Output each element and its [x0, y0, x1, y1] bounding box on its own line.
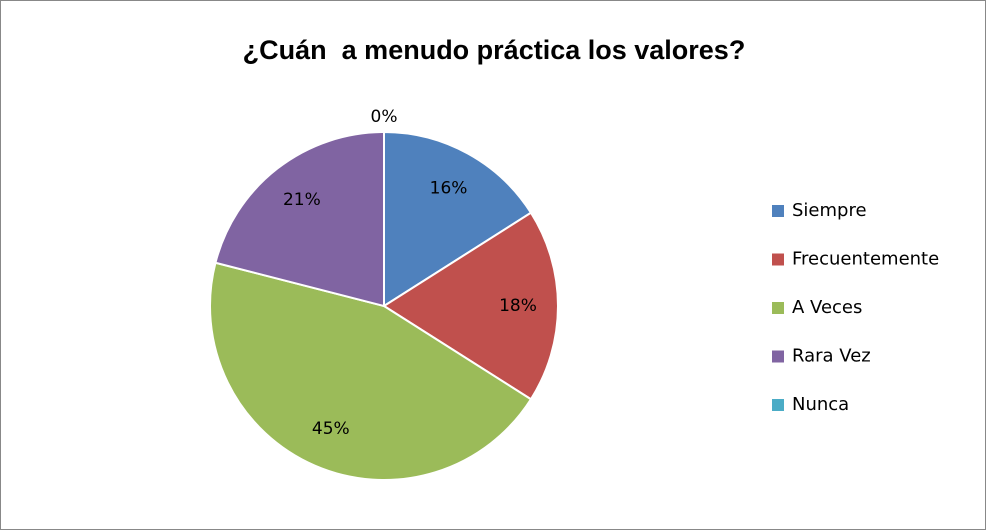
legend-label: A Veces — [792, 297, 862, 318]
legend-swatch — [772, 302, 784, 314]
legend-label: Nunca — [792, 394, 849, 415]
legend-swatch — [772, 253, 784, 266]
data-label: 0% — [371, 107, 398, 127]
data-label: 16% — [430, 179, 468, 199]
pie-slice — [383, 130, 533, 308]
data-label: 45% — [312, 419, 350, 439]
legend-swatch — [772, 205, 784, 217]
pie-slice — [214, 130, 385, 308]
data-label: 21% — [283, 190, 321, 210]
legend-label: Rara Vez — [792, 346, 871, 367]
chart-title: ¿Cuán a menudo práctica los valores? — [243, 35, 746, 65]
legend-label: Frecuentemente — [792, 249, 939, 270]
legend-label: Siempre — [792, 200, 867, 221]
data-label: 18% — [499, 296, 537, 316]
legend-swatch — [772, 399, 784, 411]
pie-slice — [209, 261, 533, 481]
legend-swatch — [772, 350, 784, 363]
pie-slice — [382, 211, 559, 401]
